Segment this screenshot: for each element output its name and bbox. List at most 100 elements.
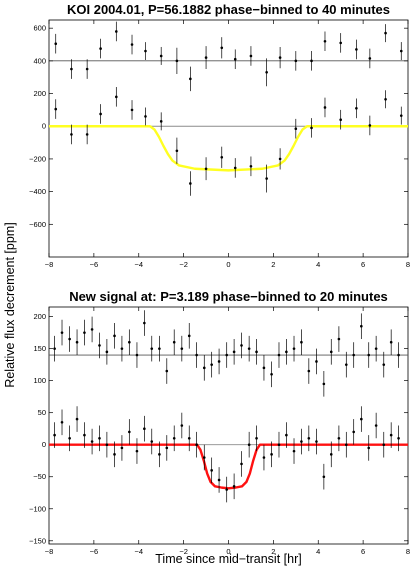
data-point xyxy=(315,440,318,443)
data-point xyxy=(262,456,266,459)
x-tick-label: 8 xyxy=(406,547,410,556)
data-point xyxy=(195,443,198,447)
panel-title: KOI 2004.01, P=56.1882 phase−binned to 4… xyxy=(67,2,390,17)
offset-data-point xyxy=(175,59,179,63)
data-point xyxy=(128,430,131,434)
x-tick-label: 2 xyxy=(271,547,275,556)
axes-frame xyxy=(48,306,409,545)
offset-data-point xyxy=(105,350,109,354)
data-point xyxy=(270,453,273,456)
offset-data-point xyxy=(159,54,163,58)
data-point xyxy=(150,440,154,443)
offset-data-point xyxy=(120,347,124,350)
axes-frame xyxy=(48,19,409,258)
x-tick-label: −4 xyxy=(134,260,143,269)
offset-data-point xyxy=(397,353,400,357)
data-point xyxy=(175,149,179,153)
panel-title: New signal at: P=3.189 phase−binned to 2… xyxy=(69,289,388,304)
y-tick-label: 150 xyxy=(33,344,46,353)
offset-data-point xyxy=(195,353,198,357)
data-point xyxy=(277,443,281,447)
offset-data-point xyxy=(158,347,161,350)
y-tick-label: 200 xyxy=(33,312,46,321)
data-point xyxy=(53,433,56,437)
data-point xyxy=(233,166,237,170)
offset-data-point xyxy=(367,353,371,357)
y-tick-label: −400 xyxy=(29,187,46,196)
x-tick-label: −2 xyxy=(179,547,188,556)
data-point xyxy=(159,120,163,123)
data-point xyxy=(247,443,251,447)
data-point xyxy=(397,437,400,440)
offset-data-point xyxy=(307,369,311,373)
data-point xyxy=(225,488,229,491)
data-point xyxy=(144,115,147,118)
offset-data-point xyxy=(233,57,237,61)
x-tick-label: 4 xyxy=(316,260,320,269)
data-point xyxy=(99,112,102,116)
offset-data-point xyxy=(85,67,89,71)
offset-data-point xyxy=(128,340,131,344)
offset-data-point xyxy=(99,47,102,50)
data-point xyxy=(292,449,296,453)
offset-data-point xyxy=(180,347,184,350)
data-point xyxy=(265,177,268,180)
offset-data-point xyxy=(130,43,134,46)
offset-data-point xyxy=(360,324,363,328)
data-point xyxy=(322,475,326,479)
y-tick-label: −150 xyxy=(29,536,46,545)
data-point xyxy=(240,462,243,466)
x-tick-label: 0 xyxy=(226,547,230,556)
x-axis-label: Time since mid−transit [hr] xyxy=(155,552,301,566)
y-tick-label: 600 xyxy=(33,24,46,33)
offset-data-point xyxy=(98,344,101,347)
data-point xyxy=(172,437,176,440)
offset-data-point xyxy=(278,56,282,59)
offset-data-point xyxy=(54,42,58,45)
offset-data-point xyxy=(355,48,358,51)
offset-data-point xyxy=(315,360,318,363)
x-tick-label: 4 xyxy=(316,547,320,556)
data-point xyxy=(135,449,139,453)
x-tick-label: −8 xyxy=(45,547,54,556)
offset-data-point xyxy=(83,331,86,334)
data-point xyxy=(300,440,303,443)
data-point xyxy=(360,417,363,421)
y-tick-label: −600 xyxy=(29,220,46,229)
y-tick-label: 0 xyxy=(42,440,46,449)
data-point xyxy=(232,485,236,488)
y-tick-label: 50 xyxy=(38,408,46,417)
offset-data-point xyxy=(322,382,326,386)
offset-data-point xyxy=(232,350,236,354)
y-tick-label: 200 xyxy=(33,89,46,98)
data-point xyxy=(220,155,224,159)
offset-data-point xyxy=(249,54,253,58)
data-point xyxy=(339,118,342,122)
offset-data-point xyxy=(329,350,333,354)
offset-data-point xyxy=(189,77,192,81)
data-point xyxy=(143,427,146,431)
offset-data-point xyxy=(265,71,268,74)
x-tick-label: −6 xyxy=(90,260,99,269)
offset-data-point xyxy=(187,334,191,338)
offset-data-point xyxy=(90,328,94,331)
x-tick-label: 8 xyxy=(406,260,410,269)
offset-data-point xyxy=(172,340,176,344)
data-point xyxy=(278,157,282,161)
data-point xyxy=(85,133,89,136)
data-point xyxy=(180,424,184,427)
offset-data-point xyxy=(277,353,281,357)
data-point xyxy=(90,440,94,443)
x-tick-label: −8 xyxy=(45,260,54,269)
data-point xyxy=(285,433,288,437)
data-point xyxy=(210,469,213,472)
offset-data-point xyxy=(262,366,266,370)
data-point xyxy=(329,453,333,456)
data-point xyxy=(120,446,124,450)
offset-data-point xyxy=(384,31,387,35)
offset-data-point xyxy=(399,49,403,53)
data-point xyxy=(368,124,372,127)
offset-data-point xyxy=(53,347,56,350)
data-point xyxy=(374,424,378,427)
